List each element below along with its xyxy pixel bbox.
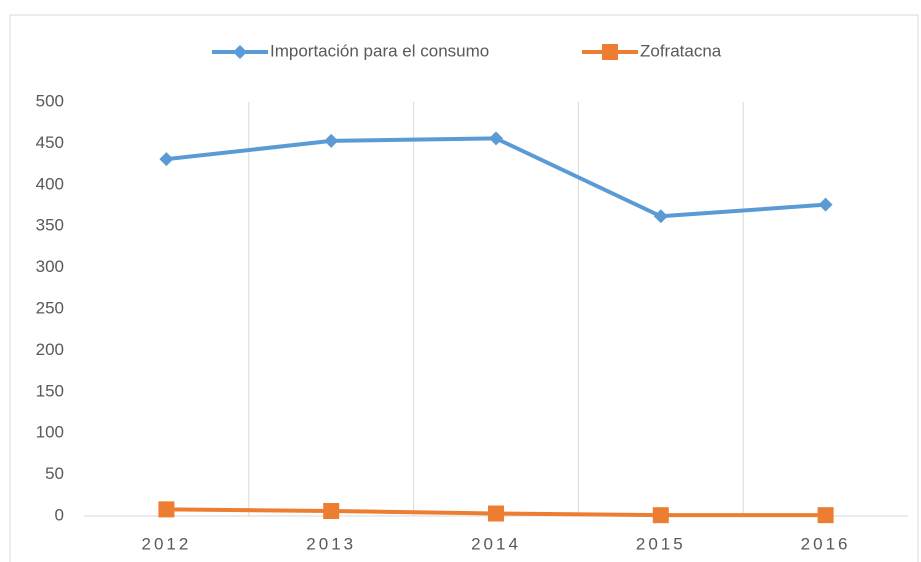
y-tick-label: 350 [36,216,64,235]
x-tick-label: 2015 [636,534,686,553]
point [323,503,340,520]
chart-frame [9,14,919,562]
point [159,152,174,167]
y-tick-label: 400 [36,174,64,193]
y-tick-label: 0 [55,505,64,524]
x-tick-label: 2013 [306,534,356,553]
point [817,507,834,524]
point [653,209,668,224]
y-tick-label: 450 [36,133,64,152]
legend-label: Importación para el consumo [270,41,489,60]
point [324,133,339,148]
point [489,131,503,146]
y-tick-label: 50 [45,464,64,483]
y-tick-label: 500 [36,91,64,110]
y-tick-label: 100 [36,423,64,442]
point [652,507,669,524]
y-tick-label: 150 [36,381,64,400]
legend-label: Zofratacna [640,41,722,60]
y-tick-label: 250 [36,298,64,317]
point [158,501,175,518]
legend-marker [233,45,247,59]
legend-marker [602,44,618,60]
x-tick-label: 2012 [141,534,191,553]
y-tick-label: 200 [36,340,64,359]
y-tick-label: 300 [36,257,64,276]
x-tick-label: 2016 [801,534,851,553]
point [488,505,504,522]
point [818,197,833,212]
x-tick-label: 2014 [471,534,521,553]
line [166,136,826,219]
